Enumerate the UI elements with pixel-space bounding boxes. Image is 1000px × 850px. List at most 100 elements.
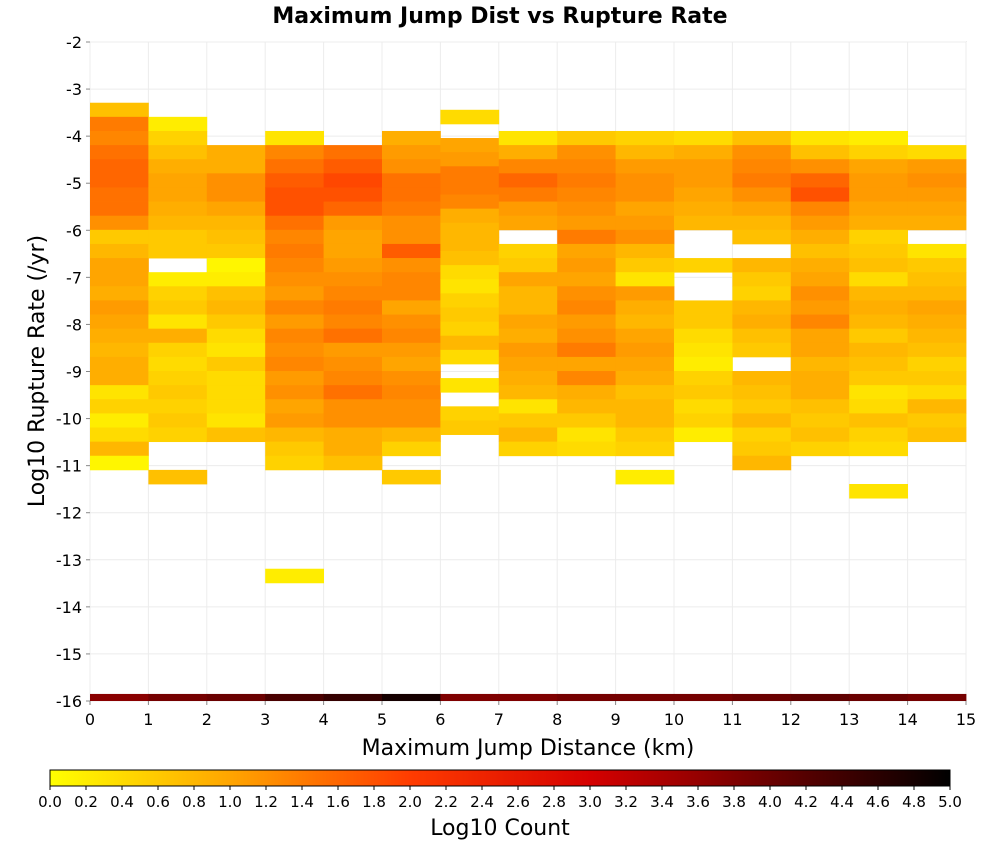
heatmap-cell: [849, 441, 908, 457]
heatmap-cell: [674, 427, 733, 443]
colorbar-tick-label: 5.0: [938, 793, 962, 811]
heatmap-cell: [206, 399, 266, 414]
heatmap-cell: [148, 243, 208, 259]
heatmap-cell: [265, 145, 324, 160]
heatmap-cell: [907, 342, 967, 358]
heatmap-cell: [674, 413, 733, 428]
heatmap-cell: [849, 385, 908, 400]
heatmap-cell: [498, 243, 558, 259]
heatmap-cell: [732, 159, 792, 174]
heatmap-cell: [265, 455, 324, 471]
colorbar-tick-label: 3.8: [722, 793, 746, 811]
heatmap-cell: [90, 159, 149, 174]
heatmap-cell: [148, 201, 208, 217]
heatmap-cell: [440, 293, 500, 308]
heatmap-cell: [615, 385, 675, 400]
heatmap-cell: [907, 328, 967, 344]
heatmap-cell: [323, 286, 383, 301]
heatmap-cell: [790, 159, 850, 174]
heatmap-cell: [849, 371, 908, 386]
heatmap-cell: [907, 173, 967, 188]
heatmap-cell: [732, 187, 792, 202]
heatmap-cell: [615, 130, 675, 146]
heatmap-cell: [615, 469, 675, 485]
heatmap-cell: [498, 385, 558, 400]
heatmap-cell: [323, 455, 383, 471]
heatmap-cell: [498, 258, 558, 273]
colorbar-tick-label: 1.4: [290, 793, 314, 811]
heatmap-cell: [498, 173, 558, 188]
heatmap-cell: [674, 215, 733, 231]
x-tick-label: 6: [435, 710, 445, 729]
heatmap-cell: [265, 356, 324, 372]
heatmap-cell: [849, 693, 908, 701]
heatmap-cell: [790, 187, 850, 202]
heatmap-cell: [323, 399, 383, 414]
heatmap-cell: [440, 180, 500, 195]
heatmap-cell: [382, 145, 441, 160]
heatmap-cell: [732, 229, 792, 245]
y-tick-label: -2: [66, 33, 82, 52]
colorbar-tick-label: 2.6: [506, 793, 530, 811]
heatmap-cell: [907, 314, 967, 330]
x-tick-label: 10: [664, 710, 684, 729]
heatmap-cell: [498, 272, 558, 287]
colorbar-tick-label: 4.0: [758, 793, 782, 811]
colorbar: [49, 769, 951, 787]
heatmap-cell: [206, 385, 266, 400]
heatmap-cell: [498, 286, 558, 301]
heatmap-cell: [498, 215, 558, 231]
colorbar-label: Log10 Count: [430, 816, 570, 841]
heatmap-cell: [206, 159, 266, 174]
heatmap-cell: [498, 342, 558, 358]
heatmap-cell: [148, 229, 208, 245]
heatmap-cell: [382, 243, 441, 259]
heatmap-cell: [265, 159, 324, 174]
heatmap-cell: [382, 229, 441, 245]
heatmap-cell: [90, 145, 149, 160]
heatmap-cell: [265, 427, 324, 443]
y-tick-label: -10: [56, 410, 82, 429]
heatmap-cell: [790, 173, 850, 188]
heatmap-cell: [382, 130, 441, 146]
heatmap-cell: [148, 314, 208, 330]
heatmap-cell: [790, 300, 850, 315]
heatmap-cell: [790, 286, 850, 301]
heatmap-cell: [907, 385, 967, 400]
heatmap-cell: [382, 342, 441, 358]
heatmap-cell: [615, 693, 675, 701]
heatmap-cell: [615, 371, 675, 386]
heatmap-cell: [323, 145, 383, 160]
heatmap-cell: [323, 314, 383, 330]
heatmap-cell: [440, 335, 500, 351]
heatmap-cell: [849, 356, 908, 372]
heatmap-cell: [498, 413, 558, 428]
colorbar-tick-label: 0.0: [38, 793, 62, 811]
y-tick-label: -13: [56, 551, 82, 570]
heatmap-cell: [674, 187, 733, 202]
heatmap-cell: [148, 286, 208, 301]
y-tick-label: -9: [66, 363, 82, 382]
heatmap-cell: [615, 441, 675, 457]
heatmap-cell: [615, 328, 675, 344]
heatmap-cell: [90, 413, 149, 428]
heatmap-cell: [265, 130, 324, 146]
heatmap-cell: [790, 201, 850, 217]
heatmap-cell: [849, 130, 908, 146]
heatmap-cell: [148, 469, 208, 485]
colorbar-tick-label: 0.6: [146, 793, 170, 811]
heatmap-cell: [498, 693, 558, 701]
heatmap-cell: [90, 215, 149, 231]
heatmap-cell: [148, 300, 208, 315]
heatmap-cell: [90, 300, 149, 315]
heatmap-cell: [90, 693, 149, 701]
heatmap-cell: [148, 116, 208, 132]
heatmap-cell: [557, 300, 616, 315]
heatmap-cell: [790, 258, 850, 273]
heatmap-cell: [674, 258, 733, 273]
heatmap-cell: [206, 286, 266, 301]
heatmap-cell: [557, 328, 616, 344]
colorbar-tick-label: 4.8: [902, 793, 926, 811]
colorbar-tick-label: 1.0: [218, 793, 242, 811]
heatmap-cell: [498, 371, 558, 386]
